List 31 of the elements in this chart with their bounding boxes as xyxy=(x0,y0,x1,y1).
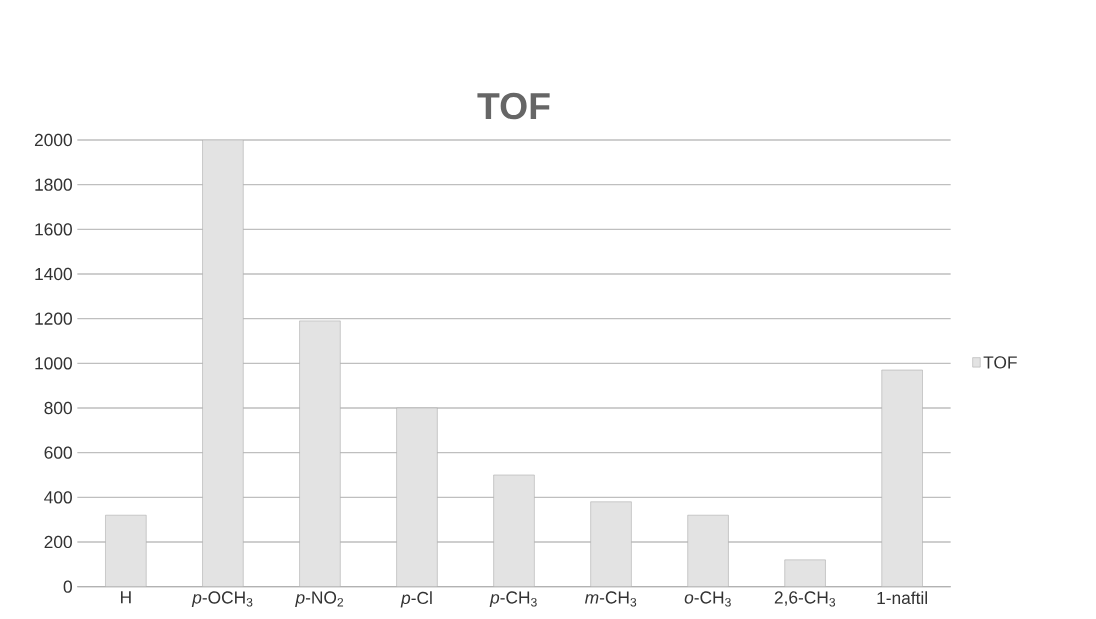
y-tick-label: 1800 xyxy=(35,178,72,191)
y-tick-label: 200 xyxy=(44,536,72,549)
y-tick-label: 1600 xyxy=(35,223,72,236)
x-tick-label: m-CH$_{3}$ xyxy=(585,591,637,607)
x-tick-label: p-OCH$_{3}$ xyxy=(191,591,253,608)
y-tick-label: 600 xyxy=(44,446,72,459)
y-tick-label: 0 xyxy=(63,580,72,593)
y-tick-label: 800 xyxy=(44,402,72,415)
x-tick-label: p-Cl xyxy=(400,591,432,608)
legend-label: TOF xyxy=(983,356,1017,369)
bar xyxy=(784,559,826,587)
y-tick-label: 1200 xyxy=(35,312,72,325)
x-tick-label: 1-naftil xyxy=(877,591,927,605)
bar xyxy=(396,407,438,587)
x-tick-label: o-CH$_{3}$ xyxy=(684,591,731,607)
chart-title: TOF xyxy=(477,93,550,120)
x-tick-label: p-NO$_{2}$ xyxy=(295,591,344,608)
bar xyxy=(105,515,147,587)
bar xyxy=(687,515,729,587)
x-tick-label: p-CH$_{3}$ xyxy=(489,591,537,608)
y-tick-label: 1400 xyxy=(35,268,72,281)
y-tick-label: 1000 xyxy=(35,357,72,370)
bar xyxy=(590,501,632,587)
x-tick-label: 2,6-CH$_{3}$ xyxy=(774,591,836,607)
bar xyxy=(881,369,923,587)
bar xyxy=(299,320,341,587)
bar xyxy=(202,140,244,587)
bar xyxy=(493,474,535,587)
x-tick-label: H xyxy=(121,591,131,604)
y-tick-label: 400 xyxy=(44,491,72,504)
y-tick-label: 2000 xyxy=(34,134,72,147)
